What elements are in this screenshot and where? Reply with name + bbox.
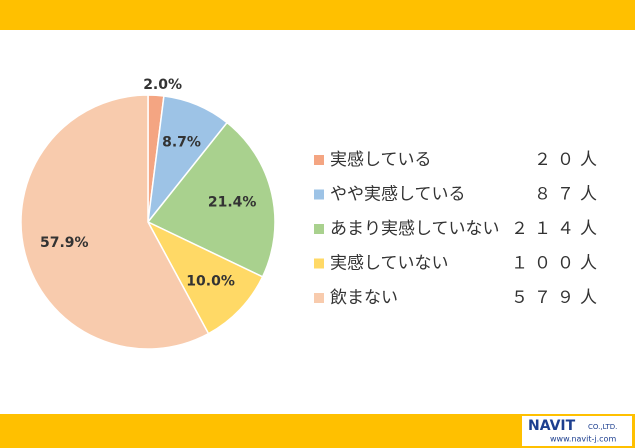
count-label: ２０人 <box>534 150 603 170</box>
legend-swatch <box>314 224 324 234</box>
company: CO.,LTD. <box>588 423 617 431</box>
legend-label: 飲まない <box>330 288 398 308</box>
slice-label: 8.7% <box>162 134 201 150</box>
pie-slice <box>146 121 276 278</box>
count-label: ５７９人 <box>511 288 603 308</box>
legend-label: やや実感している <box>330 185 466 205</box>
slice-label: 21.4% <box>208 195 257 211</box>
count-label: １００人 <box>511 254 603 274</box>
legend-swatch <box>314 293 324 303</box>
legend-swatch <box>314 155 324 165</box>
pie-slice <box>20 94 210 350</box>
slice-label: 57.9% <box>40 235 89 251</box>
legend-label: 実感している <box>330 150 432 170</box>
slice-label: 2.0% <box>143 77 182 93</box>
top-bar <box>0 0 635 30</box>
url: www.navit-j.com <box>550 435 616 444</box>
legend-swatch <box>314 189 324 200</box>
logo: NAVIT <box>528 418 576 434</box>
legend-swatch <box>314 258 324 269</box>
count-label: ８７人 <box>534 185 603 205</box>
pie-slice <box>146 220 264 335</box>
legend-label: あまり実感していない <box>330 219 500 239</box>
legend-label: 実感していない <box>330 254 449 274</box>
logo-box <box>522 416 632 446</box>
slice-label: 10.0% <box>186 274 235 290</box>
count-label: ２１４人 <box>511 219 603 239</box>
